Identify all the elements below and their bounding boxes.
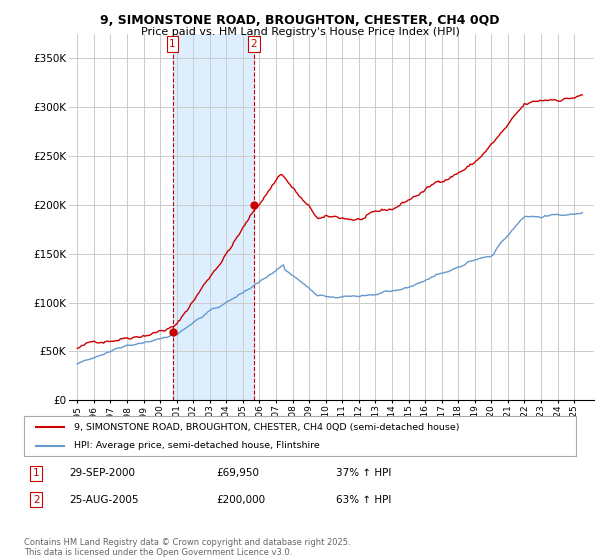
Text: 9, SIMONSTONE ROAD, BROUGHTON, CHESTER, CH4 0QD: 9, SIMONSTONE ROAD, BROUGHTON, CHESTER, … — [100, 14, 500, 27]
Text: 29-SEP-2000: 29-SEP-2000 — [69, 468, 135, 478]
Text: 1: 1 — [169, 39, 176, 49]
Text: 2: 2 — [33, 494, 40, 505]
Text: 9, SIMONSTONE ROAD, BROUGHTON, CHESTER, CH4 0QD (semi-detached house): 9, SIMONSTONE ROAD, BROUGHTON, CHESTER, … — [74, 423, 459, 432]
Text: 2: 2 — [250, 39, 257, 49]
Text: HPI: Average price, semi-detached house, Flintshire: HPI: Average price, semi-detached house,… — [74, 441, 319, 450]
Text: 1: 1 — [33, 468, 40, 478]
Bar — [173, 34, 254, 400]
Text: £69,950: £69,950 — [216, 468, 259, 478]
Text: Contains HM Land Registry data © Crown copyright and database right 2025.
This d: Contains HM Land Registry data © Crown c… — [24, 538, 350, 557]
Text: Price paid vs. HM Land Registry's House Price Index (HPI): Price paid vs. HM Land Registry's House … — [140, 27, 460, 37]
Text: 63% ↑ HPI: 63% ↑ HPI — [336, 494, 391, 505]
Text: 37% ↑ HPI: 37% ↑ HPI — [336, 468, 391, 478]
Text: £200,000: £200,000 — [216, 494, 265, 505]
Text: 25-AUG-2005: 25-AUG-2005 — [69, 494, 139, 505]
